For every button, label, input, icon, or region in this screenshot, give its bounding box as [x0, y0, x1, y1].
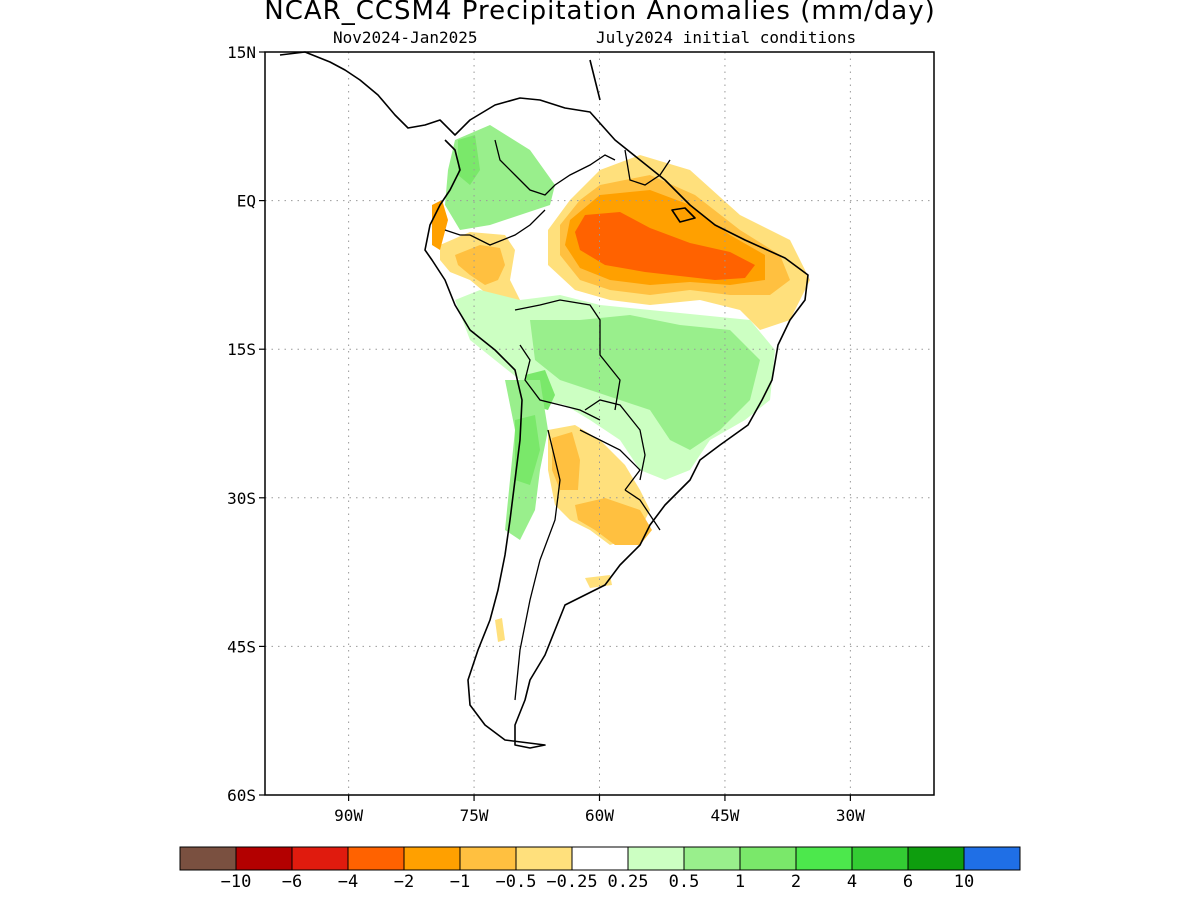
colorbar-label: 0.25	[608, 872, 649, 892]
colorbar-label: 4	[847, 872, 857, 892]
map-title: NCAR_CCSM4 Precipitation Anomalies (mm/d…	[264, 0, 936, 26]
anomaly-fields	[432, 125, 810, 642]
colorbar-label: −10	[221, 872, 252, 892]
coastline	[279, 51, 809, 749]
colorbar-label: 10	[954, 872, 974, 892]
colorbar-label: −1	[450, 872, 470, 892]
dry-anomaly-amazon-core	[575, 212, 755, 280]
colorbar-swatch	[795, 846, 853, 871]
forecast-period: Nov2024-Jan2025	[333, 28, 478, 47]
dry-anomaly-andes-south	[495, 618, 505, 642]
colorbar-label: 1	[735, 872, 745, 892]
dry-anomaly-uruguay	[575, 498, 652, 545]
dry-anomaly-peru-moderate	[455, 245, 505, 285]
lat-tick-label: 15S	[227, 340, 256, 359]
lon-tick-label: 90W	[334, 806, 363, 825]
colorbar-swatch	[907, 846, 965, 871]
colorbar-swatch	[683, 846, 741, 871]
colorbar-swatch	[291, 846, 349, 871]
lat-tick-label: 30S	[227, 489, 256, 508]
colorbar-swatch	[347, 846, 405, 871]
colorbar-label: 0.5	[669, 872, 700, 892]
lat-tick-label: 15N	[227, 43, 256, 62]
lat-tick-label: 60S	[227, 786, 256, 805]
longitude-labels: 90W 75W 60W 45W 30W	[334, 795, 865, 825]
graticule	[265, 52, 934, 795]
colorbar-swatch	[459, 846, 517, 871]
colorbar-swatch	[739, 846, 797, 871]
dry-anomaly-ecuador	[432, 200, 448, 250]
colorbar-swatch	[235, 846, 293, 871]
colorbar-swatch	[963, 846, 1021, 871]
lon-tick-label: 30W	[836, 806, 865, 825]
colorbar-swatch	[179, 846, 237, 871]
colorbar: −10 −6 −4 −2 −1 −0.5 −0.25 0.25 0.5 1 2 4 6 10	[179, 846, 1021, 892]
lon-tick-label: 45W	[710, 806, 739, 825]
country-borders	[444, 139, 671, 701]
colorbar-label: −4	[338, 872, 358, 892]
lon-tick-label: 60W	[585, 806, 614, 825]
wet-anomaly-andes-core	[515, 415, 540, 485]
lat-tick-label: EQ	[237, 192, 256, 211]
wet-anomaly-central-brazil-moderate	[530, 315, 760, 450]
colorbar-swatch	[403, 846, 461, 871]
colorbar-swatch	[851, 846, 909, 871]
colorbar-swatch	[515, 846, 573, 871]
colorbar-label: 6	[903, 872, 913, 892]
colorbar-swatch	[571, 846, 629, 871]
colorbar-swatch	[627, 846, 685, 871]
colorbar-label: 2	[791, 872, 801, 892]
colorbar-label: −0.25	[546, 872, 597, 892]
initial-conditions: July2024 initial conditions	[596, 28, 857, 47]
colorbar-label: −0.5	[496, 872, 537, 892]
lon-tick-label: 75W	[460, 806, 489, 825]
latitude-labels: 15N EQ 15S 30S 45S 60S	[227, 43, 265, 805]
wet-anomaly-colombia-core	[458, 135, 480, 185]
colorbar-label: −6	[282, 872, 302, 892]
lat-tick-label: 45S	[227, 637, 256, 656]
colorbar-label: −2	[394, 872, 414, 892]
